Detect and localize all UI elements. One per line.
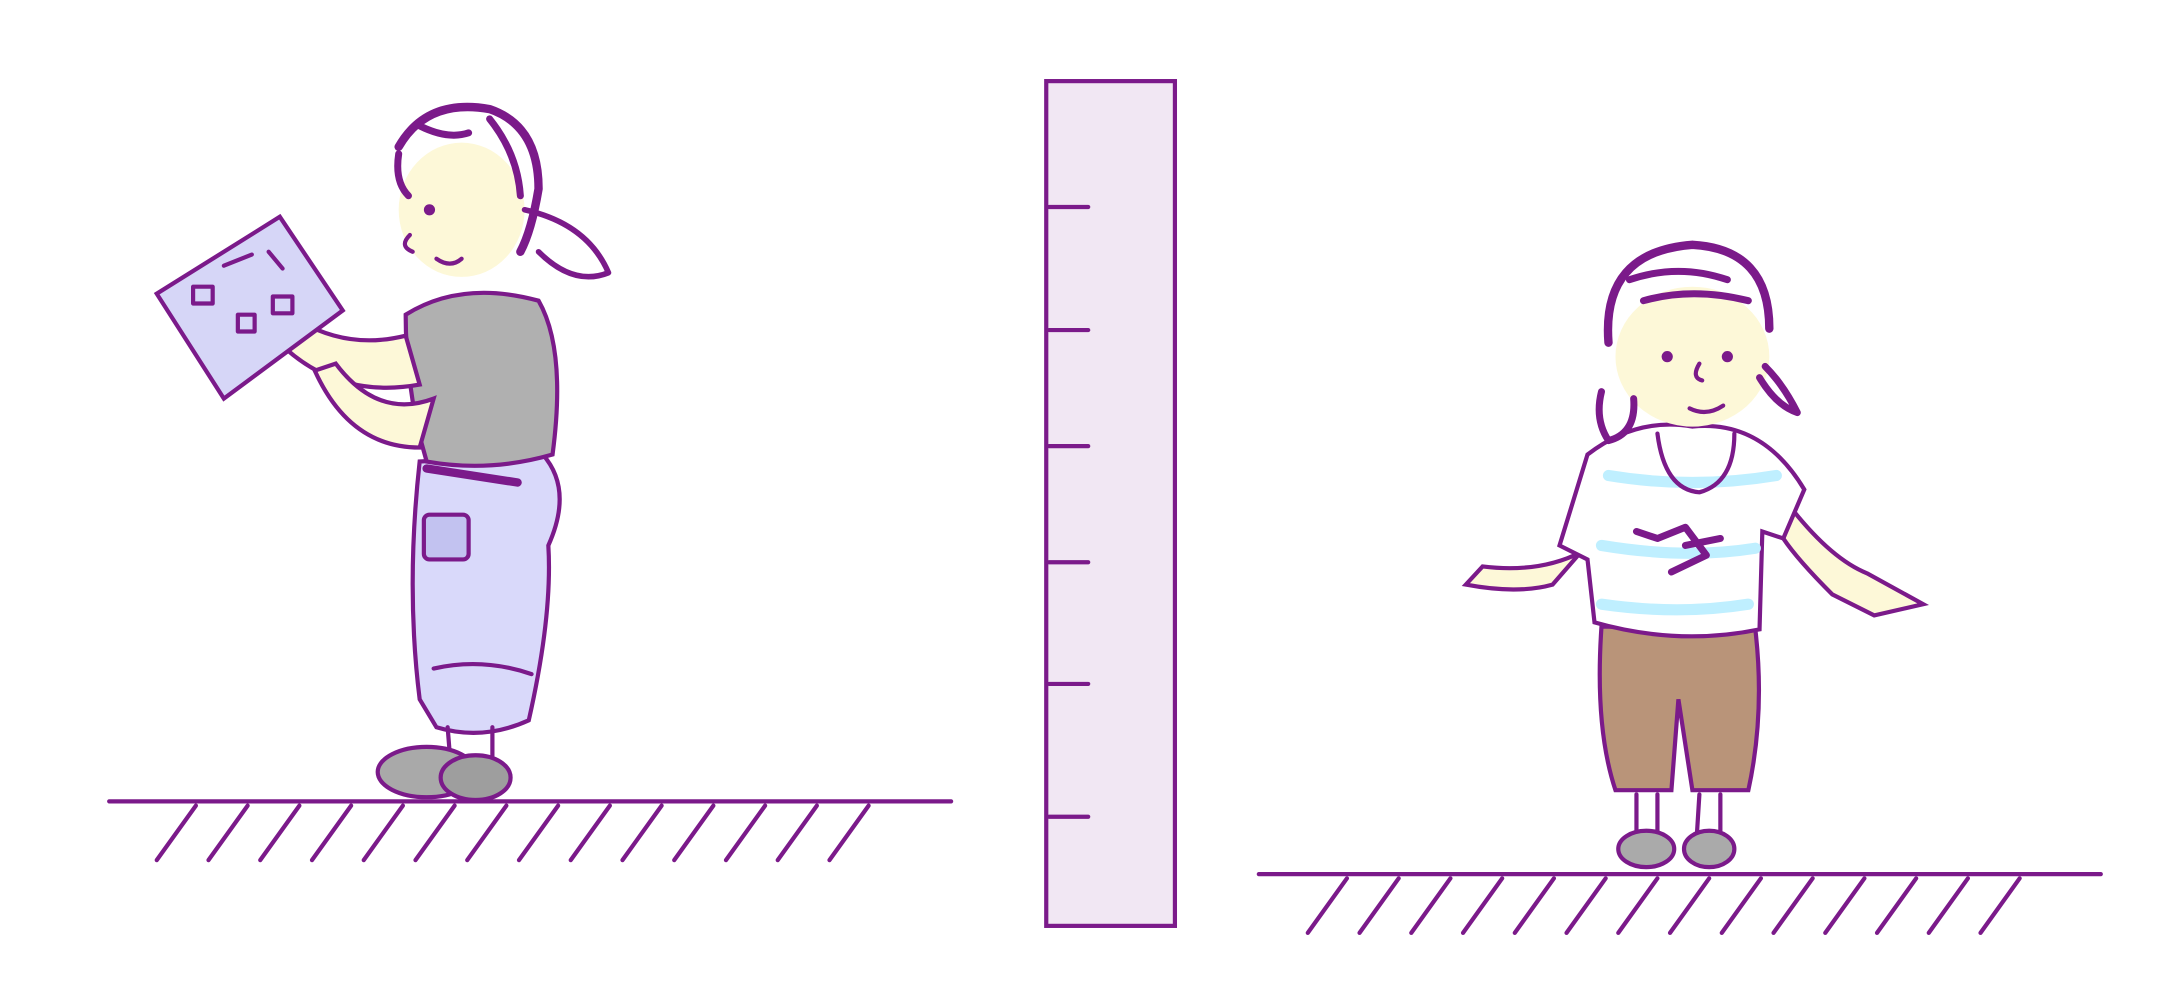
hatch <box>1357 876 1401 935</box>
hatch <box>309 803 354 863</box>
pocket <box>421 512 471 562</box>
pants <box>1597 624 1762 793</box>
face <box>1615 286 1770 427</box>
hatch <box>827 803 871 863</box>
eye <box>1721 351 1733 363</box>
hatch <box>1616 876 1660 935</box>
hatch <box>465 803 509 863</box>
hatch <box>1978 876 2022 935</box>
hatch <box>672 803 716 863</box>
hatch <box>723 803 768 863</box>
hatch <box>1305 876 1350 935</box>
hatch <box>775 803 819 863</box>
eye <box>423 204 436 216</box>
arm <box>1780 506 1930 618</box>
mouth <box>402 232 464 266</box>
arm <box>311 361 437 450</box>
hair <box>1625 267 1752 305</box>
woman <box>153 102 612 803</box>
pants <box>410 452 562 735</box>
mouth <box>1687 361 1726 415</box>
ruler-ticks <box>1046 204 1091 819</box>
shoe <box>1616 828 1677 870</box>
eye <box>1661 351 1673 363</box>
ruler-body <box>1044 79 1178 928</box>
pigtails <box>1595 362 1801 445</box>
ground-left <box>107 799 954 863</box>
arm <box>1461 550 1583 592</box>
hatch <box>154 803 198 863</box>
cuff <box>431 661 534 677</box>
shoe <box>1681 828 1737 870</box>
hair <box>1603 240 1774 347</box>
hatch <box>1512 876 1557 935</box>
hatch <box>1409 876 1453 935</box>
hatch <box>361 803 405 863</box>
hair <box>394 102 543 256</box>
hatch <box>413 803 457 863</box>
hatch <box>206 803 250 863</box>
hatch <box>1874 876 1919 935</box>
hatch <box>1667 876 1712 935</box>
hatch <box>258 803 302 863</box>
hatch <box>620 803 664 863</box>
hatch <box>1823 876 1867 935</box>
paper-marks <box>191 249 295 334</box>
ruler <box>1044 79 1178 928</box>
hatch <box>1719 876 1764 935</box>
stripes <box>1595 469 1782 616</box>
legs <box>1634 792 1723 842</box>
child <box>1461 240 1930 870</box>
hair <box>394 115 524 200</box>
hatch <box>1564 876 1608 935</box>
collar <box>1655 431 1737 495</box>
ground-right <box>1256 872 2103 935</box>
ponytail <box>521 206 612 280</box>
paper <box>153 213 346 402</box>
hatch <box>568 803 612 863</box>
hatch <box>1926 876 1971 935</box>
shirt-print <box>1632 523 1724 576</box>
shoe <box>438 753 513 803</box>
hatch <box>516 803 561 863</box>
face <box>398 142 525 277</box>
belt <box>422 464 522 487</box>
shirt <box>403 290 560 468</box>
hatch <box>1460 876 1505 935</box>
hatch <box>1771 876 1815 935</box>
